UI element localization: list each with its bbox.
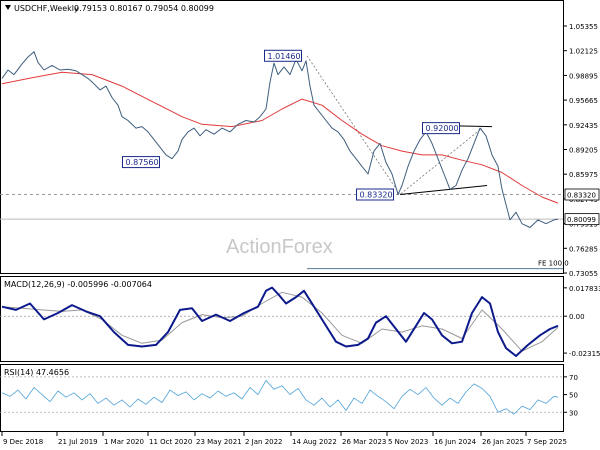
x-tick-label: 23 May 2021 bbox=[196, 438, 242, 446]
y-tick-label: 1.02125 bbox=[569, 48, 598, 56]
macd-tick-label: -0.023159 bbox=[569, 350, 600, 358]
rsi-line bbox=[1, 379, 559, 415]
macd-tick-label: 0.017833 bbox=[569, 285, 600, 293]
dropdown-arrow-icon[interactable] bbox=[5, 5, 11, 10]
macd-signal-line bbox=[1, 291, 559, 352]
rsi-panel bbox=[0, 364, 564, 432]
x-tick-label: 1 Mar 2020 bbox=[104, 438, 144, 446]
x-tick-label: 26 Mar 2023 bbox=[342, 438, 386, 446]
macd-title: MACD(12,26,9) -0.005996 -0.007064 bbox=[4, 280, 152, 289]
price-annotation-box bbox=[122, 156, 160, 169]
y-tick-label: 0.85975 bbox=[569, 171, 598, 179]
rsi-title: RSI(14) 47.4656 bbox=[4, 368, 69, 377]
y-tick-label: 1.05355 bbox=[569, 23, 598, 31]
y-tick-label: 0.98895 bbox=[569, 72, 598, 80]
rsi-tick-label: 30 bbox=[569, 409, 578, 417]
right-price-label: 0.83320 bbox=[567, 192, 596, 200]
price-panel bbox=[0, 0, 564, 274]
right-price-label-box bbox=[564, 188, 600, 201]
x-tick-label: 26 Jan 2025 bbox=[482, 438, 524, 446]
rsi-tick-label: 70 bbox=[569, 374, 578, 382]
price-annotation-label: 1.01460 bbox=[268, 52, 301, 61]
x-tick-label: 5 Nov 2023 bbox=[388, 438, 428, 446]
y-tick-label: 0.76285 bbox=[569, 245, 598, 253]
price-annotation-label: 0.92000 bbox=[426, 124, 459, 133]
x-tick-label: 11 Oct 2020 bbox=[149, 438, 192, 446]
y-tick-label: 0.89205 bbox=[569, 147, 598, 155]
price-annotation-box bbox=[422, 122, 460, 135]
ohlc-label: 0.79153 0.80167 0.79054 0.80099 bbox=[74, 4, 214, 13]
y-tick-label: 0.92435 bbox=[569, 122, 598, 130]
price-line bbox=[1, 51, 559, 228]
macd-line bbox=[1, 286, 559, 357]
moving-average-line bbox=[1, 71, 559, 204]
price-annotation-box bbox=[356, 188, 394, 201]
rsi-tick-label: 50 bbox=[569, 392, 578, 400]
watermark: ActionForex bbox=[226, 236, 333, 258]
y-tick-label: 0.73055 bbox=[569, 270, 598, 278]
symbol-label: USDCHF,Weekly bbox=[14, 4, 79, 13]
x-tick-label: 7 Sep 2025 bbox=[527, 438, 567, 446]
fibo-projection-line bbox=[306, 55, 483, 196]
price-annotation-label: 0.87560 bbox=[126, 158, 159, 167]
y-tick-label: 0.95665 bbox=[569, 97, 598, 105]
price-annotation-label: 0.83320 bbox=[360, 191, 393, 200]
x-tick-label: 9 Dec 2018 bbox=[3, 438, 43, 446]
x-tick-label: 14 Aug 2022 bbox=[292, 438, 337, 446]
triangle-lower-line bbox=[399, 184, 488, 196]
x-tick-label: 16 Jun 2024 bbox=[434, 438, 477, 446]
fe-label: FE 100.0 bbox=[538, 260, 569, 268]
price-annotation-box bbox=[264, 49, 302, 62]
x-tick-label: 21 Jul 2019 bbox=[58, 438, 98, 446]
x-tick-label: 2 Jan 2022 bbox=[245, 438, 283, 446]
macd-tick-label: 0.00 bbox=[569, 313, 585, 321]
right-price-label-box bbox=[564, 213, 600, 226]
right-price-label: 0.80099 bbox=[567, 216, 596, 224]
macd-panel bbox=[0, 276, 564, 362]
